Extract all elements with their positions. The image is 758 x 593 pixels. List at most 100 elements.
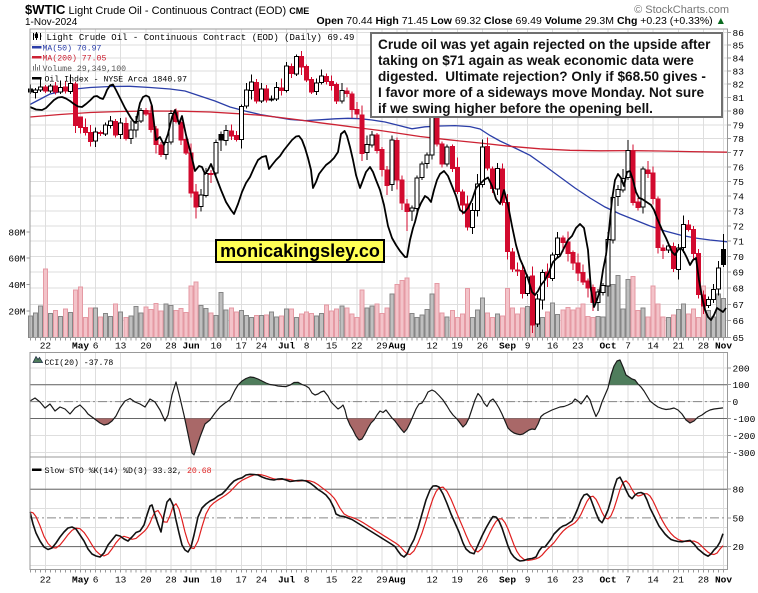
- svg-text:17: 17: [236, 341, 247, 352]
- svg-text:Jun: Jun: [183, 341, 200, 352]
- svg-text:200: 200: [733, 363, 750, 374]
- svg-text:Oil Index - NYSE Arca 1840.97: Oil Index - NYSE Arca 1840.97: [45, 74, 188, 84]
- svg-text:Oct: Oct: [599, 575, 616, 586]
- svg-text:Jul: Jul: [278, 575, 295, 586]
- svg-text:82: 82: [733, 80, 745, 91]
- svg-text:9: 9: [525, 575, 531, 586]
- svg-text:23: 23: [572, 575, 584, 586]
- svg-text:21: 21: [673, 575, 685, 586]
- svg-text:19: 19: [452, 341, 464, 352]
- svg-text:9: 9: [525, 341, 531, 352]
- svg-text:71: 71: [733, 237, 745, 248]
- svg-text:10: 10: [210, 575, 222, 586]
- svg-text:80M: 80M: [8, 227, 25, 238]
- svg-text:14: 14: [647, 575, 659, 586]
- svg-text:28: 28: [698, 575, 710, 586]
- svg-text:16: 16: [547, 341, 559, 352]
- svg-text:Aug: Aug: [388, 575, 405, 586]
- svg-text:13: 13: [115, 341, 127, 352]
- svg-text:12: 12: [426, 341, 438, 352]
- svg-text:50: 50: [733, 513, 745, 524]
- svg-text:29: 29: [376, 341, 388, 352]
- svg-text:17: 17: [236, 575, 247, 586]
- svg-text:May: May: [72, 341, 89, 352]
- svg-text:Sep: Sep: [499, 341, 516, 352]
- svg-text:85: 85: [733, 41, 745, 52]
- svg-text:8: 8: [304, 575, 310, 586]
- svg-text:May: May: [72, 575, 89, 586]
- svg-text:13: 13: [115, 575, 127, 586]
- svg-text:74: 74: [733, 192, 745, 203]
- svg-text:8: 8: [304, 341, 310, 352]
- svg-text:67: 67: [733, 300, 744, 311]
- svg-text:77: 77: [733, 148, 744, 159]
- svg-text:72: 72: [733, 221, 745, 232]
- svg-text:23: 23: [572, 341, 584, 352]
- svg-text:40M: 40M: [8, 280, 25, 291]
- svg-text:10: 10: [210, 341, 222, 352]
- svg-text:-300: -300: [733, 448, 756, 459]
- svg-text:Jul: Jul: [278, 341, 295, 352]
- svg-text:80: 80: [733, 107, 745, 118]
- svg-text:Light Crude Oil - Continuous C: Light Crude Oil - Continuous Contract (E…: [47, 33, 355, 43]
- svg-text:-200: -200: [733, 431, 756, 442]
- svg-text:28: 28: [165, 341, 177, 352]
- svg-text:69: 69: [733, 268, 745, 279]
- svg-text:65: 65: [733, 333, 745, 344]
- svg-text:68: 68: [733, 284, 745, 295]
- svg-text:7: 7: [625, 341, 631, 352]
- svg-text:83: 83: [733, 67, 745, 78]
- svg-text:76: 76: [733, 163, 745, 174]
- svg-text:28: 28: [165, 575, 177, 586]
- svg-text:24: 24: [256, 575, 268, 586]
- svg-text:70: 70: [733, 252, 745, 263]
- svg-text:26: 26: [477, 575, 489, 586]
- svg-text:79: 79: [733, 120, 745, 131]
- svg-text:78: 78: [733, 134, 745, 145]
- svg-text:16: 16: [547, 575, 559, 586]
- svg-text:28: 28: [698, 341, 710, 352]
- svg-text:CCI(20) -37.78: CCI(20) -37.78: [45, 358, 114, 368]
- svg-text:Volume 29,349,100: Volume 29,349,100: [43, 64, 127, 74]
- svg-text:12: 12: [426, 575, 438, 586]
- svg-text:6: 6: [93, 341, 99, 352]
- svg-text:86: 86: [733, 28, 745, 39]
- svg-text:Jun: Jun: [183, 575, 200, 586]
- svg-text:22: 22: [351, 341, 363, 352]
- svg-text:26: 26: [477, 341, 489, 352]
- svg-text:14: 14: [647, 341, 659, 352]
- svg-text:81: 81: [733, 93, 745, 104]
- svg-text:60M: 60M: [8, 254, 25, 265]
- svg-text:73: 73: [733, 206, 745, 217]
- svg-text:75: 75: [733, 177, 745, 188]
- svg-text:20: 20: [140, 575, 152, 586]
- svg-text:15: 15: [326, 341, 338, 352]
- svg-text:15: 15: [326, 575, 338, 586]
- svg-text:0: 0: [733, 397, 739, 408]
- svg-text:20: 20: [140, 341, 152, 352]
- svg-text:20: 20: [733, 542, 745, 553]
- svg-text:Aug: Aug: [388, 341, 405, 352]
- svg-text:Nov: Nov: [715, 341, 732, 352]
- svg-text:22: 22: [40, 575, 52, 586]
- svg-text:Oct: Oct: [599, 341, 616, 352]
- svg-text:19: 19: [452, 575, 464, 586]
- svg-text:Slow STO %K(14) %D(3) 33.32, 2: Slow STO %K(14) %D(3) 33.32, 20.68: [45, 466, 212, 476]
- svg-text:-100: -100: [733, 414, 756, 425]
- svg-text:7: 7: [625, 575, 631, 586]
- svg-text:21: 21: [673, 341, 685, 352]
- svg-text:6: 6: [93, 575, 99, 586]
- svg-text:24: 24: [256, 341, 268, 352]
- svg-text:22: 22: [40, 341, 52, 352]
- svg-text:Sep: Sep: [499, 575, 516, 586]
- svg-text:MA(50) 70.97: MA(50) 70.97: [43, 43, 102, 53]
- svg-text:84: 84: [733, 53, 745, 64]
- svg-text:100: 100: [733, 380, 750, 391]
- svg-text:MA(200) 77.05: MA(200) 77.05: [43, 53, 107, 63]
- svg-text:29: 29: [376, 575, 388, 586]
- svg-text:22: 22: [351, 575, 363, 586]
- svg-text:80: 80: [733, 485, 745, 496]
- svg-text:Nov: Nov: [715, 575, 732, 586]
- svg-text:66: 66: [733, 316, 745, 327]
- svg-text:20M: 20M: [8, 307, 25, 318]
